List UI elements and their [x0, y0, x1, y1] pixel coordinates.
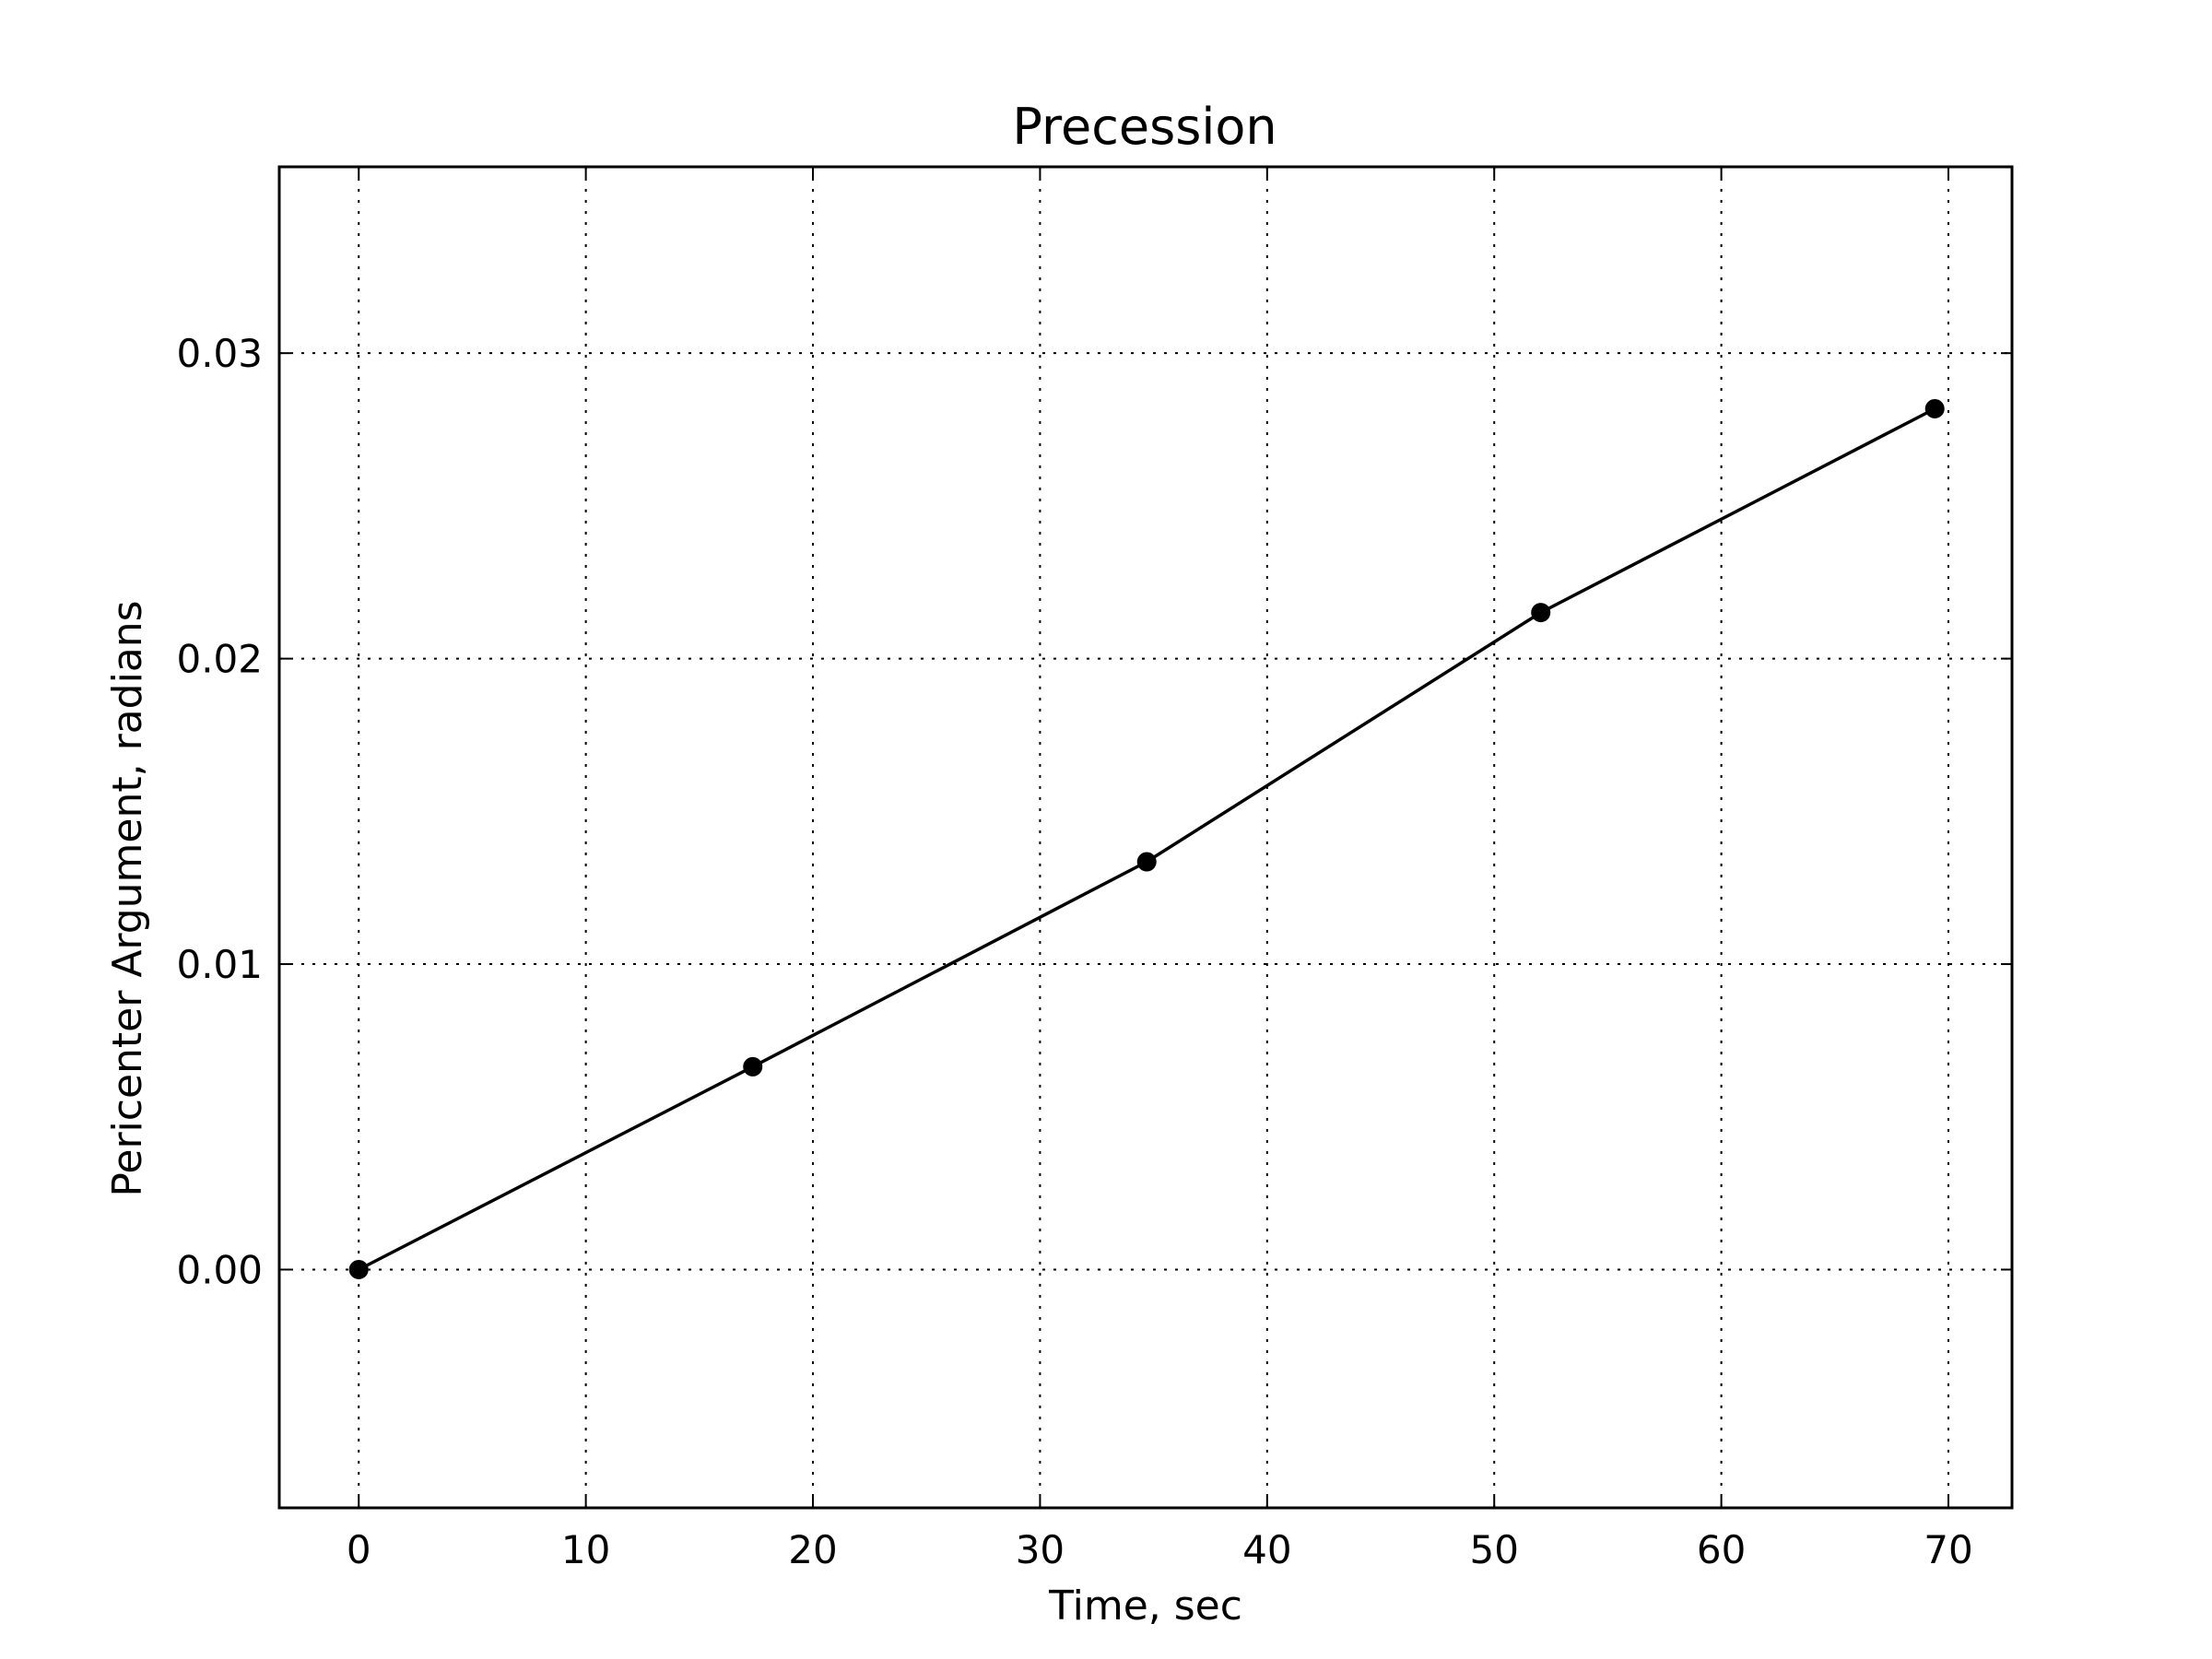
data-point — [1924, 398, 1945, 418]
x-tick-label: 50 — [1469, 1527, 1518, 1572]
x-axis-label: Time, sec — [1048, 1583, 1242, 1630]
x-tick-label: 60 — [1697, 1527, 1746, 1572]
y-axis-label: Pericenter Argument, radians — [104, 600, 151, 1196]
data-point — [1531, 603, 1551, 623]
series-layer — [348, 398, 1945, 1279]
y-tick-label: 0.02 — [176, 637, 263, 682]
data-point — [348, 1259, 369, 1279]
y-tick-label: 0.01 — [176, 942, 263, 987]
x-tick-label: 70 — [1924, 1527, 1972, 1572]
x-tick-label: 40 — [1242, 1527, 1291, 1572]
chart-title: Precession — [1012, 98, 1277, 156]
grid-layer — [279, 167, 2012, 1508]
y-tick-label: 0.03 — [176, 331, 263, 376]
plot-area-frame — [277, 165, 2014, 1510]
x-tick-label: 20 — [788, 1527, 837, 1572]
x-tick-label: 30 — [1016, 1527, 1065, 1572]
x-tick-label: 0 — [347, 1527, 371, 1572]
data-point — [1136, 852, 1157, 872]
ticks-layer: 0 10 20 30 40 50 60 70 0.00 0.01 0.02 0.03 — [176, 167, 2012, 1572]
y-tick-label: 0.00 — [176, 1247, 263, 1292]
x-tick-label: 10 — [561, 1527, 610, 1572]
data-point — [743, 1056, 763, 1077]
